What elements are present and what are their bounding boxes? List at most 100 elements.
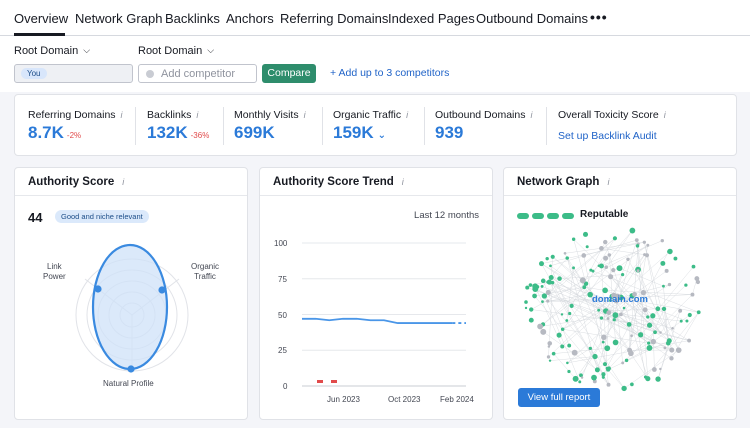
network-node <box>647 341 651 345</box>
your-domain-field[interactable]: You <box>14 64 133 83</box>
x-tick-label: Feb 2024 <box>440 395 474 404</box>
card-title: Authority Score i <box>28 176 124 188</box>
network-node <box>604 345 611 352</box>
network-node <box>690 292 695 297</box>
tab-indexed-pages[interactable]: Indexed Pages <box>388 11 475 26</box>
competitor-input[interactable]: Add competitor <box>138 64 257 83</box>
info-icon[interactable]: i <box>406 110 409 120</box>
network-node <box>651 367 657 372</box>
network-node <box>608 299 612 303</box>
info-icon[interactable]: i <box>120 110 123 120</box>
network-graph-card: Network Graph i Reputable domain.com View… <box>503 167 737 420</box>
network-node <box>606 317 610 320</box>
network-edge <box>583 255 606 365</box>
network-edge <box>590 269 670 341</box>
network-node <box>579 373 583 378</box>
tab-anchors[interactable]: Anchors <box>226 11 274 26</box>
network-node <box>607 253 612 257</box>
network-node <box>569 303 574 308</box>
radar-point-organic-traffic[interactable] <box>158 286 166 294</box>
y-tick-label: 50 <box>278 311 287 320</box>
network-node <box>599 316 604 320</box>
info-icon[interactable]: i <box>607 177 610 187</box>
network-node <box>579 277 586 284</box>
network-node <box>606 366 611 371</box>
network-edge <box>613 274 623 296</box>
network-edge <box>552 256 583 281</box>
tab-backlinks[interactable]: Backlinks <box>165 11 220 26</box>
event-flag-icon[interactable] <box>331 380 337 385</box>
network-node <box>548 275 554 280</box>
network-node <box>650 338 657 345</box>
network-node <box>606 310 612 316</box>
radar-chart <box>75 243 189 373</box>
setup-audit-link[interactable]: Set up Backlink Audit <box>558 130 657 142</box>
radar-point-natural-profile[interactable] <box>127 365 135 373</box>
network-node <box>636 269 640 273</box>
info-icon[interactable]: i <box>401 177 404 187</box>
reputation-bar <box>562 213 574 219</box>
info-icon[interactable]: i <box>196 110 199 120</box>
authority-score-card: Authority Score i 44 Good and niche relev… <box>14 167 248 420</box>
network-node <box>630 334 633 338</box>
info-icon[interactable]: i <box>663 110 666 120</box>
network-edge <box>663 308 669 344</box>
network-node <box>524 306 528 310</box>
network-node <box>667 282 672 287</box>
network-edge <box>542 300 611 302</box>
network-edge <box>601 265 608 369</box>
metric-value: 939 <box>435 123 464 142</box>
network-node <box>588 346 592 351</box>
metric-label: Monthly Visits i <box>234 109 306 121</box>
network-node <box>537 323 544 330</box>
network-edge <box>605 242 649 379</box>
root-domain-dropdown-1[interactable]: Root Domain ⌵ <box>14 45 90 57</box>
network-node <box>627 347 633 353</box>
network-edge <box>558 230 633 336</box>
network-node <box>582 231 589 237</box>
chevron-down-icon: ⌵ <box>83 45 91 55</box>
network-node <box>673 256 678 261</box>
root-domain-label: Root Domain <box>138 45 203 57</box>
network-node <box>653 330 657 335</box>
network-node <box>578 380 582 384</box>
metric-label: Referring Domains i <box>28 109 123 121</box>
network-edge <box>663 308 679 351</box>
network-node <box>616 265 623 272</box>
add-competitors-link[interactable]: + Add up to 3 competitors <box>330 67 450 79</box>
info-icon[interactable]: i <box>303 110 306 120</box>
event-flag-icon[interactable] <box>317 380 323 385</box>
network-node <box>594 367 600 373</box>
tab-network-graph[interactable]: Network Graph <box>75 11 163 26</box>
root-domain-dropdown-2[interactable]: Root Domain ⌵ <box>138 45 214 57</box>
network-node <box>675 347 682 354</box>
tab-outbound-domains[interactable]: Outbound Domains <box>476 11 589 26</box>
network-node <box>571 237 576 241</box>
tab-referring-domains[interactable]: Referring Domains <box>280 11 389 26</box>
network-node <box>545 256 549 261</box>
view-full-report-button[interactable]: View full report <box>518 388 600 407</box>
network-node <box>601 334 607 341</box>
network-node <box>687 338 692 343</box>
chevron-down-icon[interactable]: ⌄ <box>377 130 387 141</box>
domain-label: domain.com <box>592 294 648 305</box>
network-node <box>650 313 656 319</box>
more-tabs-icon[interactable]: ••• <box>590 9 608 25</box>
radar-point-link-power[interactable] <box>94 285 102 293</box>
card-header: Network Graph i <box>504 168 736 196</box>
network-node <box>611 292 617 299</box>
network-node <box>545 289 551 295</box>
network-node <box>563 251 567 255</box>
tab-overview[interactable]: Overview <box>14 11 69 26</box>
compare-button[interactable]: Compare <box>262 64 316 83</box>
network-node <box>557 276 562 281</box>
network-node <box>568 311 572 316</box>
reputation-label: Reputable <box>580 209 629 220</box>
network-edge <box>634 294 661 333</box>
network-node <box>540 278 546 284</box>
network-node <box>582 285 587 290</box>
network-node <box>581 253 587 258</box>
metric-delta: -2% <box>66 131 82 140</box>
info-icon[interactable]: i <box>530 110 533 120</box>
info-icon[interactable]: i <box>122 177 125 187</box>
